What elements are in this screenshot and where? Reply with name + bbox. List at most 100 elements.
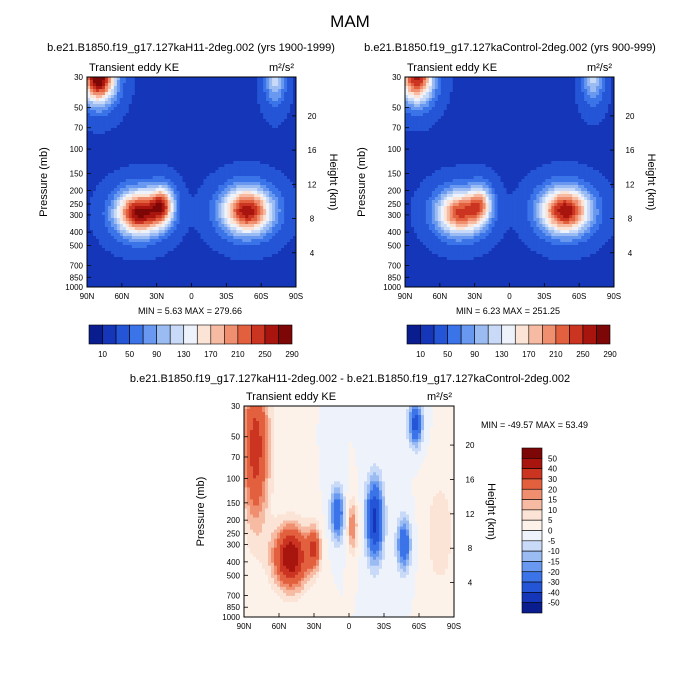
heatmap-cell — [206, 245, 210, 249]
heatmap-cell — [110, 104, 115, 108]
heatmap-cell — [209, 194, 213, 198]
colorbar-swatch — [115, 324, 130, 345]
heatmap-cell — [254, 98, 258, 102]
heatmap-cell — [203, 281, 207, 285]
heatmap-cell — [224, 95, 228, 99]
heatmap-cell — [242, 275, 246, 279]
heatmap-cell — [275, 110, 279, 114]
heatmap-cell — [239, 227, 243, 231]
heatmap-cell — [131, 143, 136, 147]
heatmap-cell — [128, 125, 133, 129]
heatmap-cell — [146, 275, 151, 279]
heatmap-cell — [215, 146, 219, 150]
heatmap-cell — [161, 209, 166, 213]
heatmap-cell — [185, 203, 189, 207]
heatmap-cell — [101, 95, 106, 99]
heatmap-cell — [254, 146, 258, 150]
heatmap-cell — [212, 227, 216, 231]
heatmap-cell — [215, 113, 219, 117]
heatmap-cell — [122, 269, 127, 273]
heatmap-cell — [224, 275, 228, 279]
heatmap-cell — [113, 119, 118, 123]
heatmap-cell — [263, 224, 267, 228]
heatmap-cell — [293, 230, 297, 234]
heatmap-cell — [230, 104, 234, 108]
heatmap-cell — [239, 89, 243, 93]
heatmap-cell — [134, 140, 139, 144]
heatmap-cell — [245, 86, 249, 90]
heatmap-cell — [128, 86, 133, 90]
heatmap-cell — [293, 191, 297, 195]
heatmap-cell — [137, 254, 142, 258]
heatmap-cell — [191, 188, 195, 192]
heatmap-cell — [254, 242, 258, 246]
heatmap-cell — [95, 143, 100, 147]
heatmap-cell — [176, 239, 180, 243]
heatmap-cell — [155, 281, 160, 285]
heatmap-cell — [245, 281, 249, 285]
heatmap-cell — [275, 215, 279, 219]
heatmap-cell — [272, 248, 276, 252]
x-tick-label: 0 — [189, 292, 194, 301]
heatmap-cell — [272, 239, 276, 243]
heatmap-cell — [203, 188, 207, 192]
heatmap-cell — [167, 230, 171, 234]
heatmap-cell — [230, 218, 234, 222]
heatmap-cell — [203, 242, 207, 246]
heatmap-cell — [257, 110, 261, 114]
heatmap-cell — [131, 158, 136, 162]
heatmap-cell — [119, 269, 124, 273]
heatmap-cell — [290, 134, 294, 138]
heatmap-cell — [218, 260, 222, 264]
heatmap-cell — [257, 209, 261, 213]
heatmap-cell — [95, 146, 100, 150]
heatmap-cell — [182, 215, 186, 219]
heatmap-cell — [87, 284, 91, 288]
heatmap-cell — [293, 182, 297, 186]
heatmap-cell — [242, 80, 246, 84]
heatmap-cell — [206, 146, 210, 150]
heatmap-cell — [125, 284, 130, 288]
heatmap-cell — [260, 248, 264, 252]
heatmap-cell — [173, 230, 177, 234]
heatmap-cell — [143, 158, 148, 162]
heatmap-cell — [290, 248, 294, 252]
heatmap-cell — [266, 143, 270, 147]
heatmap-cell — [113, 236, 118, 240]
heatmap-cell — [242, 221, 246, 225]
heatmap-cell — [95, 248, 100, 252]
heatmap-cell — [215, 188, 219, 192]
heatmap-cell — [209, 248, 213, 252]
heatmap-cell — [236, 161, 240, 165]
heatmap-cell — [245, 122, 249, 126]
heatmap-cell — [263, 155, 267, 159]
heatmap-cell — [113, 80, 118, 84]
heatmap-cell — [239, 164, 243, 168]
heatmap-cell — [206, 119, 210, 123]
heatmap-cell — [155, 143, 160, 147]
heatmap-cell — [167, 275, 171, 279]
heatmap-cell — [284, 83, 288, 87]
heatmap-cell — [224, 119, 228, 123]
heatmap-cell — [179, 221, 183, 225]
heatmap-cell — [419, 77, 424, 81]
heatmap-cell — [149, 101, 154, 105]
heatmap-cell — [227, 86, 231, 90]
heatmap-cell — [200, 176, 204, 180]
heatmap-cell — [242, 158, 246, 162]
heatmap-cell — [140, 146, 145, 150]
heatmap-cell — [251, 221, 255, 225]
heatmap-cell — [185, 146, 189, 150]
heatmap-cell — [116, 116, 121, 120]
heatmap-cell — [233, 143, 237, 147]
colorbar-label: 130 — [177, 350, 191, 359]
heatmap-cell — [125, 149, 130, 153]
heatmap-cell — [281, 176, 285, 180]
heatmap-cell — [245, 233, 249, 237]
heatmap-cell — [146, 152, 151, 156]
heatmap-cell — [164, 155, 169, 159]
heatmap-cell — [98, 212, 103, 216]
heatmap-cell — [110, 233, 115, 237]
heatmap-cell — [188, 260, 192, 264]
heatmap-cell — [293, 122, 297, 126]
